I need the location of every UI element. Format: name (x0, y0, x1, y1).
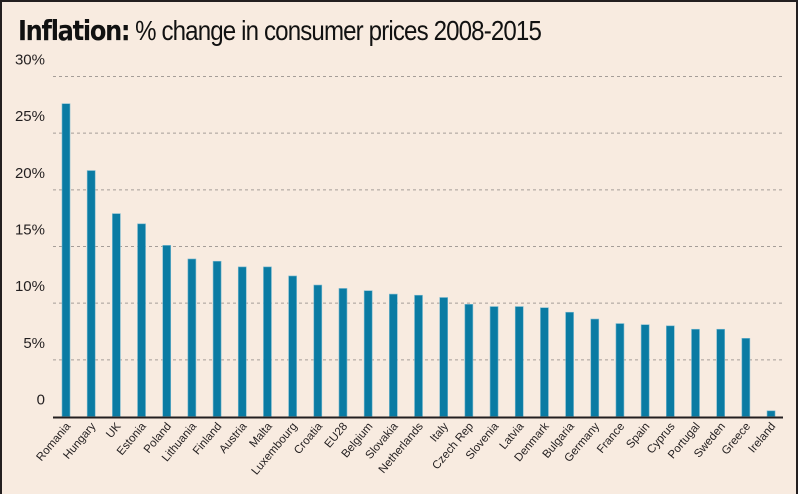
bar (640, 324, 650, 417)
bar (237, 266, 247, 417)
gridlines (53, 76, 783, 361)
bar (514, 306, 524, 417)
y-axis-tick-labels: 0 5% 10% 15% 20% 25% 30% (15, 52, 45, 409)
bar (464, 303, 474, 417)
bar (540, 307, 549, 417)
bar (212, 260, 222, 417)
x-tick-label: France (595, 421, 627, 456)
y-tick-label: 20% (15, 165, 45, 182)
bar (288, 275, 297, 417)
bar (112, 213, 121, 417)
y-tick-label: 30% (15, 52, 45, 69)
bar (439, 297, 449, 417)
bar (489, 306, 499, 417)
bar (61, 103, 71, 417)
bar (565, 311, 574, 417)
bar (666, 325, 675, 417)
chart-title-rest: % change in consumer prices 2008-2015 (129, 15, 542, 46)
bar (766, 410, 776, 417)
bar (363, 290, 373, 417)
x-tick-label: Croatia (292, 420, 325, 457)
y-tick-label: 10% (15, 278, 45, 295)
bar (615, 323, 625, 417)
chart-title: Inflation: % change in consumer prices 2… (18, 14, 542, 48)
y-tick-label: 25% (15, 108, 45, 125)
y-tick-label: 0 (37, 392, 45, 409)
bar (691, 328, 700, 417)
bar (741, 337, 751, 417)
bar (414, 294, 423, 417)
x-tick-label: Italy (428, 421, 451, 445)
x-tick-label: Ireland (747, 421, 779, 456)
bars (61, 103, 776, 417)
bar (313, 284, 323, 417)
bar (263, 266, 272, 417)
bar (590, 318, 600, 417)
bar (716, 328, 725, 417)
bar (86, 170, 96, 417)
bar (338, 288, 348, 417)
x-tick-label: Austria (217, 420, 250, 456)
bar (389, 293, 398, 417)
x-tick-label: UK (104, 420, 124, 440)
bar (187, 258, 197, 417)
bar (137, 223, 146, 417)
bar (162, 245, 172, 417)
y-tick-label: 5% (23, 335, 45, 352)
y-tick-label: 15% (15, 222, 45, 239)
chart-title-bold: Inflation: (18, 14, 131, 47)
